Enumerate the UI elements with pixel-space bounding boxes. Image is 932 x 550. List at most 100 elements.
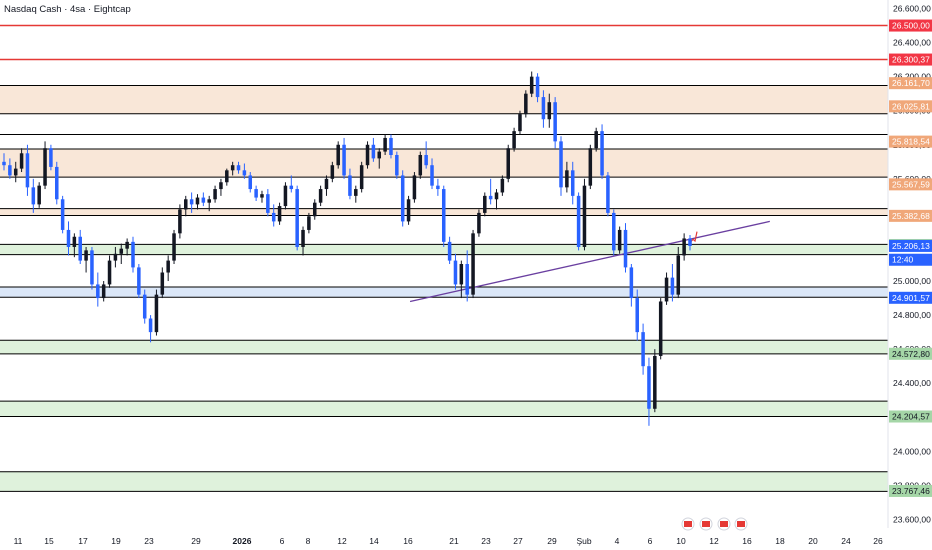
candle-body bbox=[430, 165, 434, 186]
y-tick-label: 26.600,00 bbox=[893, 4, 931, 14]
candle-body bbox=[301, 229, 305, 247]
candle-body bbox=[512, 131, 516, 149]
candle-body bbox=[635, 298, 639, 333]
candle-body bbox=[330, 165, 335, 179]
candle-body bbox=[8, 165, 12, 176]
candle-body bbox=[25, 153, 30, 188]
candle-body bbox=[653, 355, 657, 409]
candle-body bbox=[676, 255, 681, 295]
candle-body bbox=[60, 199, 65, 230]
candle-body bbox=[389, 137, 393, 155]
candle-body bbox=[78, 236, 82, 261]
x-tick-label: 29 bbox=[191, 536, 201, 546]
price-label: 26.500,00 bbox=[892, 21, 930, 31]
candle-body bbox=[483, 195, 487, 213]
candle-body bbox=[348, 175, 352, 196]
candle-body bbox=[66, 229, 71, 247]
price-label-box bbox=[889, 77, 932, 90]
candle-body bbox=[2, 161, 6, 166]
candle-body bbox=[441, 189, 446, 242]
price-label-box bbox=[889, 178, 932, 191]
candle-body bbox=[160, 272, 165, 295]
x-tick-label: 23 bbox=[144, 536, 154, 546]
x-tick-label: 6 bbox=[280, 536, 285, 546]
candle-body bbox=[453, 260, 458, 285]
candle-body bbox=[529, 76, 534, 94]
x-tick-label: 16 bbox=[403, 536, 413, 546]
candle-body bbox=[336, 144, 340, 166]
candle-body bbox=[142, 294, 147, 319]
candle-body bbox=[31, 187, 36, 205]
zone-green bbox=[0, 340, 888, 354]
levels-layer bbox=[0, 24, 888, 492]
candle-body bbox=[488, 195, 493, 200]
y-tick-label: 24.800,00 bbox=[893, 310, 931, 320]
zone-green bbox=[0, 401, 888, 417]
y-tick-label: 24.400,00 bbox=[893, 378, 931, 388]
x-tick-label: 10 bbox=[676, 536, 686, 546]
candle-body bbox=[90, 250, 94, 285]
candle-body bbox=[189, 199, 194, 205]
price-label: 26.161,70 bbox=[892, 78, 930, 88]
candle-body bbox=[395, 154, 399, 176]
candle-body bbox=[207, 199, 211, 203]
x-tick-label: Şub bbox=[576, 536, 591, 546]
candle-body bbox=[424, 154, 428, 166]
candle-body bbox=[506, 148, 510, 179]
price-label: 12:40 bbox=[892, 255, 914, 265]
candle-body bbox=[178, 209, 182, 234]
x-tick-label: 15 bbox=[44, 536, 54, 546]
candle-body bbox=[400, 175, 405, 222]
trendline[interactable] bbox=[409, 220, 770, 303]
candle-body bbox=[664, 277, 669, 302]
price-label: 24.204,57 bbox=[892, 412, 930, 422]
price-label: 23.767,46 bbox=[892, 486, 930, 496]
x-tick-label: 26 bbox=[873, 536, 883, 546]
y-tick-label: 24.000,00 bbox=[893, 446, 931, 456]
candle-body bbox=[377, 151, 382, 159]
candle-body bbox=[565, 170, 569, 188]
zones-layer bbox=[0, 85, 888, 492]
candle-body bbox=[148, 318, 153, 333]
price-label-box bbox=[889, 347, 932, 360]
x-tick-label: 17 bbox=[78, 536, 88, 546]
x-tick-label: 24 bbox=[841, 536, 851, 546]
x-tick-label: 16 bbox=[742, 536, 752, 546]
candle-body bbox=[37, 185, 41, 205]
candle-body bbox=[594, 131, 598, 149]
candle-body bbox=[494, 192, 499, 200]
price-label: 25.818,54 bbox=[892, 137, 930, 147]
candle-body bbox=[184, 199, 188, 210]
candle-body bbox=[576, 195, 581, 247]
price-label-box bbox=[889, 239, 932, 252]
candle-body bbox=[641, 332, 645, 367]
zone-green bbox=[0, 471, 888, 492]
candle-body bbox=[13, 168, 18, 176]
candle-body bbox=[354, 189, 358, 196]
x-tick-label: 27 bbox=[513, 536, 523, 546]
zone-blue bbox=[0, 286, 888, 298]
price-label-box bbox=[889, 19, 932, 32]
candle-body bbox=[518, 114, 522, 132]
candle-body bbox=[658, 301, 663, 356]
candle-body bbox=[201, 197, 206, 203]
candle-body bbox=[647, 366, 651, 409]
candle-body bbox=[588, 148, 593, 186]
candle-body bbox=[570, 170, 575, 196]
candle-body bbox=[670, 277, 675, 295]
candle-body bbox=[154, 294, 159, 333]
candle-body bbox=[559, 141, 563, 188]
candle-body bbox=[553, 102, 557, 142]
price-label-box bbox=[889, 291, 932, 304]
price-label-box bbox=[889, 209, 932, 222]
candle-body bbox=[682, 238, 686, 256]
zone-orange bbox=[0, 85, 888, 114]
candle-body bbox=[260, 194, 264, 198]
candle-body bbox=[213, 189, 217, 200]
x-tick-label: 6 bbox=[648, 536, 653, 546]
candle-body bbox=[101, 284, 106, 299]
x-tick-label: 8 bbox=[306, 536, 311, 546]
candle-body bbox=[19, 153, 24, 169]
candle-body bbox=[195, 197, 200, 205]
